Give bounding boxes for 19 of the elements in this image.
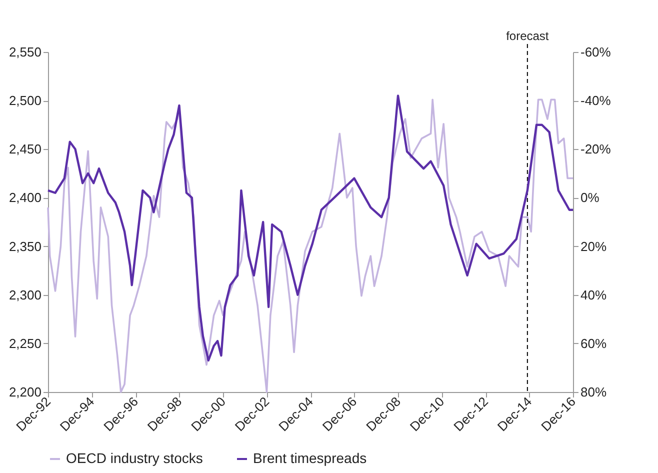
- y-tick-label: 2,550: [8, 44, 42, 60]
- y2-tick-label: -20%: [580, 142, 612, 157]
- y2-tick-label: 80%: [580, 384, 607, 400]
- y2-tick-label: 0%: [580, 190, 600, 206]
- y-tick-label: 2,350: [8, 238, 42, 254]
- y2-tick-label: 60%: [580, 336, 607, 351]
- y-tick-label: 2,250: [8, 336, 42, 351]
- y2-tick-label: -60%: [580, 44, 612, 60]
- y2-tick-label: 20%: [580, 238, 607, 254]
- y2-tick-label: 40%: [580, 287, 607, 302]
- y2-tick-label: -40%: [580, 93, 612, 108]
- y-tick-label: 2,200: [8, 384, 42, 400]
- y-tick-label: 2,400: [8, 190, 42, 206]
- legend-label: OECD industry stocks: [66, 450, 203, 466]
- y-tick-label: 2,500: [8, 93, 42, 108]
- ref-line-label: forecast: [506, 29, 550, 43]
- y-tick-label: 2,450: [8, 142, 42, 157]
- legend-label: Brent timespreads: [253, 450, 367, 466]
- y-tick-label: 2,300: [8, 287, 42, 302]
